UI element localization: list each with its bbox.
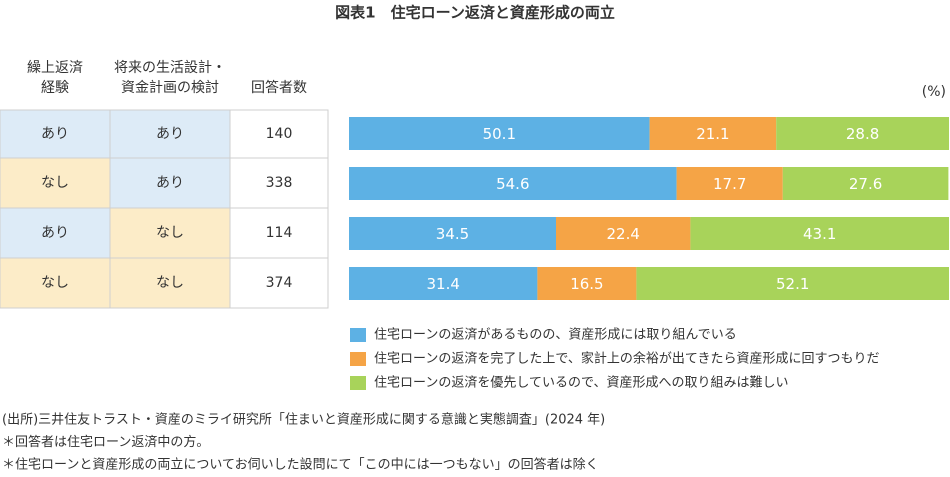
bar-segment xyxy=(636,267,949,300)
note: ＊住宅ローンと資産形成の両立についてお伺いした設問にて「この中には一つもない」の… xyxy=(2,457,599,473)
chart-title: 図表1 住宅ローン返済と資産形成の両立 xyxy=(335,4,615,22)
note: (出所)三井住友トラスト・資産のミライ研究所「住まいと資産形成に関する意識と実態… xyxy=(2,412,605,428)
legend-label: 住宅ローンの返済を優先しているので、資産形成への取り組みは難しい xyxy=(374,375,788,391)
value-label: 43.1 xyxy=(803,225,836,243)
table-cell-text: なし xyxy=(156,275,184,291)
bar-segment xyxy=(349,217,556,250)
bar-segment xyxy=(690,217,949,250)
table-cell xyxy=(229,257,329,309)
value-label: 16.5 xyxy=(570,275,603,293)
bar-segment xyxy=(349,167,677,200)
bar-segment xyxy=(782,167,949,200)
table-cell xyxy=(229,157,329,209)
value-label: 50.1 xyxy=(483,125,516,143)
table-cell-text: 374 xyxy=(266,275,293,291)
table-cell-text: あり xyxy=(41,225,69,241)
legend-label: 住宅ローンの返済を完了した上で、家計上の余裕が出てきたら資産形成に回すつもりだ xyxy=(374,351,879,367)
bar-segment xyxy=(349,117,650,150)
table-header: 将来の生活設計・ xyxy=(114,60,226,76)
table-header: 資金計画の検討 xyxy=(121,80,219,96)
table-cell xyxy=(0,257,111,309)
table-cell-text: あり xyxy=(156,126,184,142)
value-label: 34.5 xyxy=(436,225,469,243)
table-header: 経験 xyxy=(41,80,69,96)
table-cell xyxy=(0,109,111,159)
table-cell-text: 338 xyxy=(266,175,293,191)
legend-swatch xyxy=(350,352,366,366)
bar-segment xyxy=(556,217,691,250)
value-label: 27.6 xyxy=(849,175,882,193)
bar-segment xyxy=(776,117,949,150)
legend-swatch xyxy=(350,376,366,390)
value-label: 52.1 xyxy=(776,275,809,293)
value-label: 54.6 xyxy=(496,175,529,193)
bar-segment xyxy=(349,267,538,300)
table-cell xyxy=(0,207,111,259)
unit-label: (%) xyxy=(922,84,946,100)
bar-segment xyxy=(649,117,777,150)
table-header: 繰上返済 xyxy=(27,60,83,76)
table-cell-text: 114 xyxy=(266,225,293,241)
table-cell xyxy=(109,109,231,159)
value-label: 22.4 xyxy=(606,225,639,243)
table-cell xyxy=(109,257,231,309)
table-cell-text: なし xyxy=(156,225,184,241)
table-header: 回答者数 xyxy=(251,79,307,96)
bar-segment xyxy=(537,267,637,300)
table-cell-text: あり xyxy=(156,175,184,191)
legend-swatch xyxy=(350,328,366,342)
bar-segment xyxy=(676,167,783,200)
value-label: 28.8 xyxy=(846,125,879,143)
value-label: 21.1 xyxy=(696,125,729,143)
table-cell-text: なし xyxy=(41,275,69,291)
note: ＊回答者は住宅ローン返済中の方。 xyxy=(2,434,209,450)
table-cell-text: あり xyxy=(41,126,69,142)
value-label: 31.4 xyxy=(426,275,459,293)
legend-label: 住宅ローンの返済があるものの、資産形成には取り組んでいる xyxy=(374,327,737,343)
table-cell-text: 140 xyxy=(266,126,293,142)
table-cell-text: なし xyxy=(41,175,69,191)
value-label: 17.7 xyxy=(713,175,746,193)
